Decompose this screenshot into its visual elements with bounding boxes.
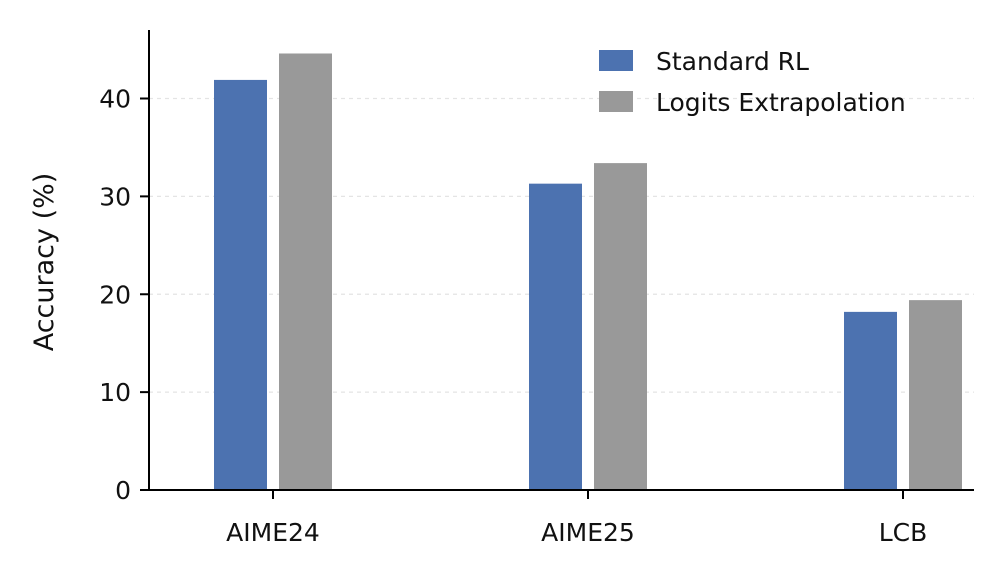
y-tick-label-10: 10 [99,378,131,407]
legend-swatch-logits-extrapolation [599,91,633,112]
x-tick-label-aime25: AIME25 [541,518,635,547]
y-axis-title: Accuracy (%) [29,173,60,352]
x-tick-label-lcb: LCB [879,518,928,547]
bar-logits-extrapolation-aime24 [279,53,332,491]
legend-swatch-standard-rl [599,50,633,71]
legend-label-standard-rl: Standard RL [656,47,809,76]
bar-logits-extrapolation-lcb [909,300,962,490]
bars [214,53,962,491]
bar-logits-extrapolation-aime25 [594,163,647,490]
bar-standard-rl-aime24 [214,79,267,491]
y-tick-label-30: 30 [99,182,131,211]
legend: Standard RL Logits Extrapolation [599,47,906,117]
legend-label-logits-extrapolation: Logits Extrapolation [656,88,906,117]
x-tick-label-aime24: AIME24 [226,518,320,547]
y-tick-label-20: 20 [99,280,131,309]
bar-standard-rl-aime25 [529,183,582,490]
y-tick-label-0: 0 [115,476,131,505]
y-tick-label-40: 40 [99,85,131,114]
axis-ticks: 0 10 20 30 40 AIME24 AIME25 LCB [99,85,927,547]
bar-standard-rl-lcb [844,311,897,490]
